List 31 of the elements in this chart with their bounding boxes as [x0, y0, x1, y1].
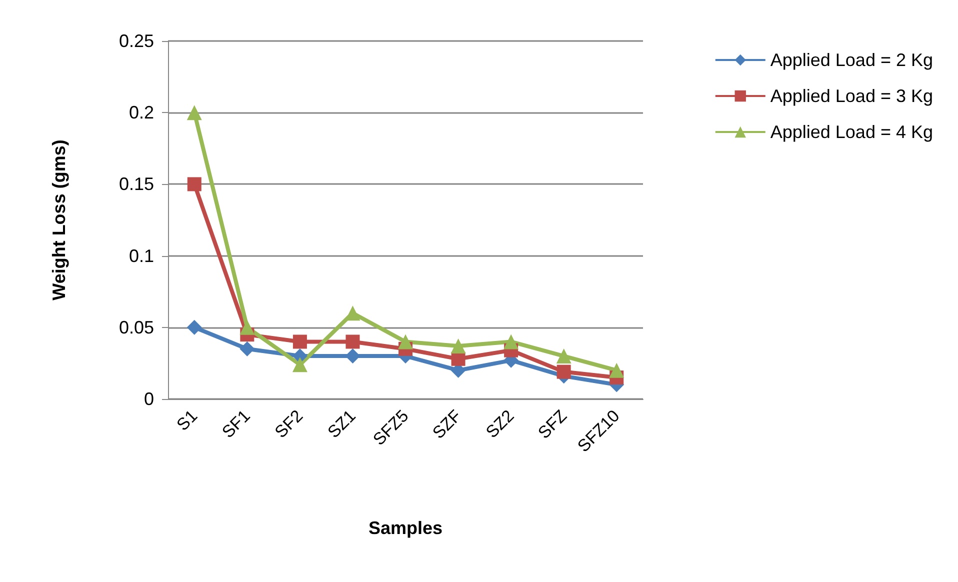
y-tick-label: 0.25: [118, 31, 154, 51]
point: [450, 338, 466, 354]
point: [240, 341, 255, 356]
x-tick-label: SF2: [271, 406, 307, 442]
point: [346, 334, 360, 349]
point: [345, 348, 360, 364]
point: [240, 320, 255, 335]
x-tick-label: S1: [172, 406, 202, 434]
point: [186, 320, 202, 335]
y-tick-label: 0.1: [128, 246, 154, 266]
y-tick-label: 0.05: [118, 317, 154, 338]
y-tick-label: 0.15: [118, 174, 154, 194]
x-tick-label: SF1: [218, 406, 254, 442]
y-axis-title: Weight Loss (gms): [49, 140, 69, 300]
point: [186, 105, 202, 120]
point: [398, 334, 413, 350]
legend-label: Applied Load = 3 Kg: [770, 86, 934, 106]
x-tick-label: SZ2: [482, 406, 518, 442]
legend-label: Applied Load = 4 Kg: [770, 122, 934, 142]
y-tick-label: 0: [144, 389, 154, 409]
point: [556, 348, 572, 364]
y-tick-label: 0.2: [128, 102, 154, 123]
legend-label: Applied Load = 2 Kg: [770, 50, 934, 70]
point: [504, 334, 519, 350]
point: [556, 364, 571, 379]
point: [609, 362, 624, 378]
point: [292, 334, 307, 349]
point: [187, 177, 202, 192]
x-axis-title: Samples: [368, 518, 443, 538]
point: [292, 357, 308, 372]
x-tick-label: SZ1: [324, 406, 360, 442]
